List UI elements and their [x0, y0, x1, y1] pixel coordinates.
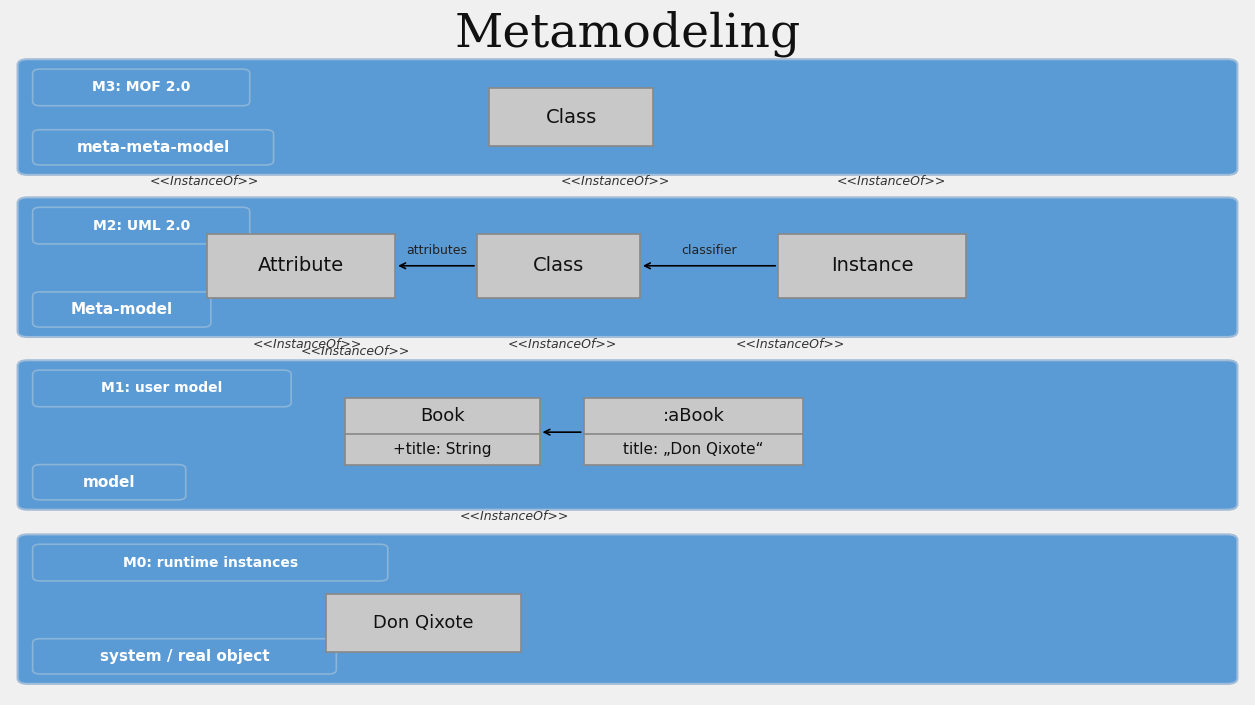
Text: <<InstanceOf>>: <<InstanceOf>>: [836, 176, 946, 188]
Text: M3: MOF 2.0: M3: MOF 2.0: [92, 80, 191, 94]
FancyBboxPatch shape: [33, 292, 211, 327]
Text: Class: Class: [546, 108, 596, 126]
FancyBboxPatch shape: [33, 639, 336, 674]
FancyBboxPatch shape: [326, 594, 521, 652]
Text: M2: UML 2.0: M2: UML 2.0: [93, 219, 190, 233]
FancyBboxPatch shape: [584, 398, 803, 465]
FancyBboxPatch shape: [489, 88, 653, 146]
Text: model: model: [83, 474, 136, 490]
Text: Attribute: Attribute: [259, 257, 344, 275]
Text: meta-meta-model: meta-meta-model: [77, 140, 230, 155]
Text: Don Qixote: Don Qixote: [373, 614, 474, 632]
FancyBboxPatch shape: [18, 360, 1237, 510]
Text: <<InstanceOf>>: <<InstanceOf>>: [149, 176, 260, 188]
FancyBboxPatch shape: [33, 465, 186, 500]
Text: title: „Don Qixote“: title: „Don Qixote“: [624, 442, 763, 457]
Text: <<InstanceOf>>: <<InstanceOf>>: [507, 338, 617, 350]
Text: Book: Book: [420, 407, 464, 425]
Text: :aBook: :aBook: [663, 407, 724, 425]
Text: M0: runtime instances: M0: runtime instances: [123, 556, 297, 570]
FancyBboxPatch shape: [33, 207, 250, 244]
FancyBboxPatch shape: [477, 234, 640, 298]
Text: Class: Class: [533, 257, 584, 275]
FancyBboxPatch shape: [33, 69, 250, 106]
FancyBboxPatch shape: [207, 234, 395, 298]
Text: Metamodeling: Metamodeling: [454, 11, 801, 57]
FancyBboxPatch shape: [18, 59, 1237, 175]
Text: classifier: classifier: [681, 245, 737, 257]
Text: <<InstanceOf>>: <<InstanceOf>>: [300, 345, 410, 357]
FancyBboxPatch shape: [33, 130, 274, 165]
Text: <<InstanceOf>>: <<InstanceOf>>: [560, 176, 670, 188]
Text: <<InstanceOf>>: <<InstanceOf>>: [459, 510, 570, 523]
Text: Meta-model: Meta-model: [70, 302, 173, 317]
Text: attributes: attributes: [407, 245, 467, 257]
FancyBboxPatch shape: [33, 544, 388, 581]
Text: M1: user model: M1: user model: [102, 381, 222, 396]
Text: system / real object: system / real object: [99, 649, 270, 664]
Text: <<InstanceOf>>: <<InstanceOf>>: [252, 338, 363, 350]
FancyBboxPatch shape: [778, 234, 966, 298]
Text: +title: String: +title: String: [393, 442, 492, 457]
FancyBboxPatch shape: [18, 197, 1237, 337]
FancyBboxPatch shape: [345, 398, 540, 465]
FancyBboxPatch shape: [33, 370, 291, 407]
Text: Instance: Instance: [831, 257, 914, 275]
Text: <<InstanceOf>>: <<InstanceOf>>: [735, 338, 846, 350]
FancyBboxPatch shape: [18, 534, 1237, 684]
